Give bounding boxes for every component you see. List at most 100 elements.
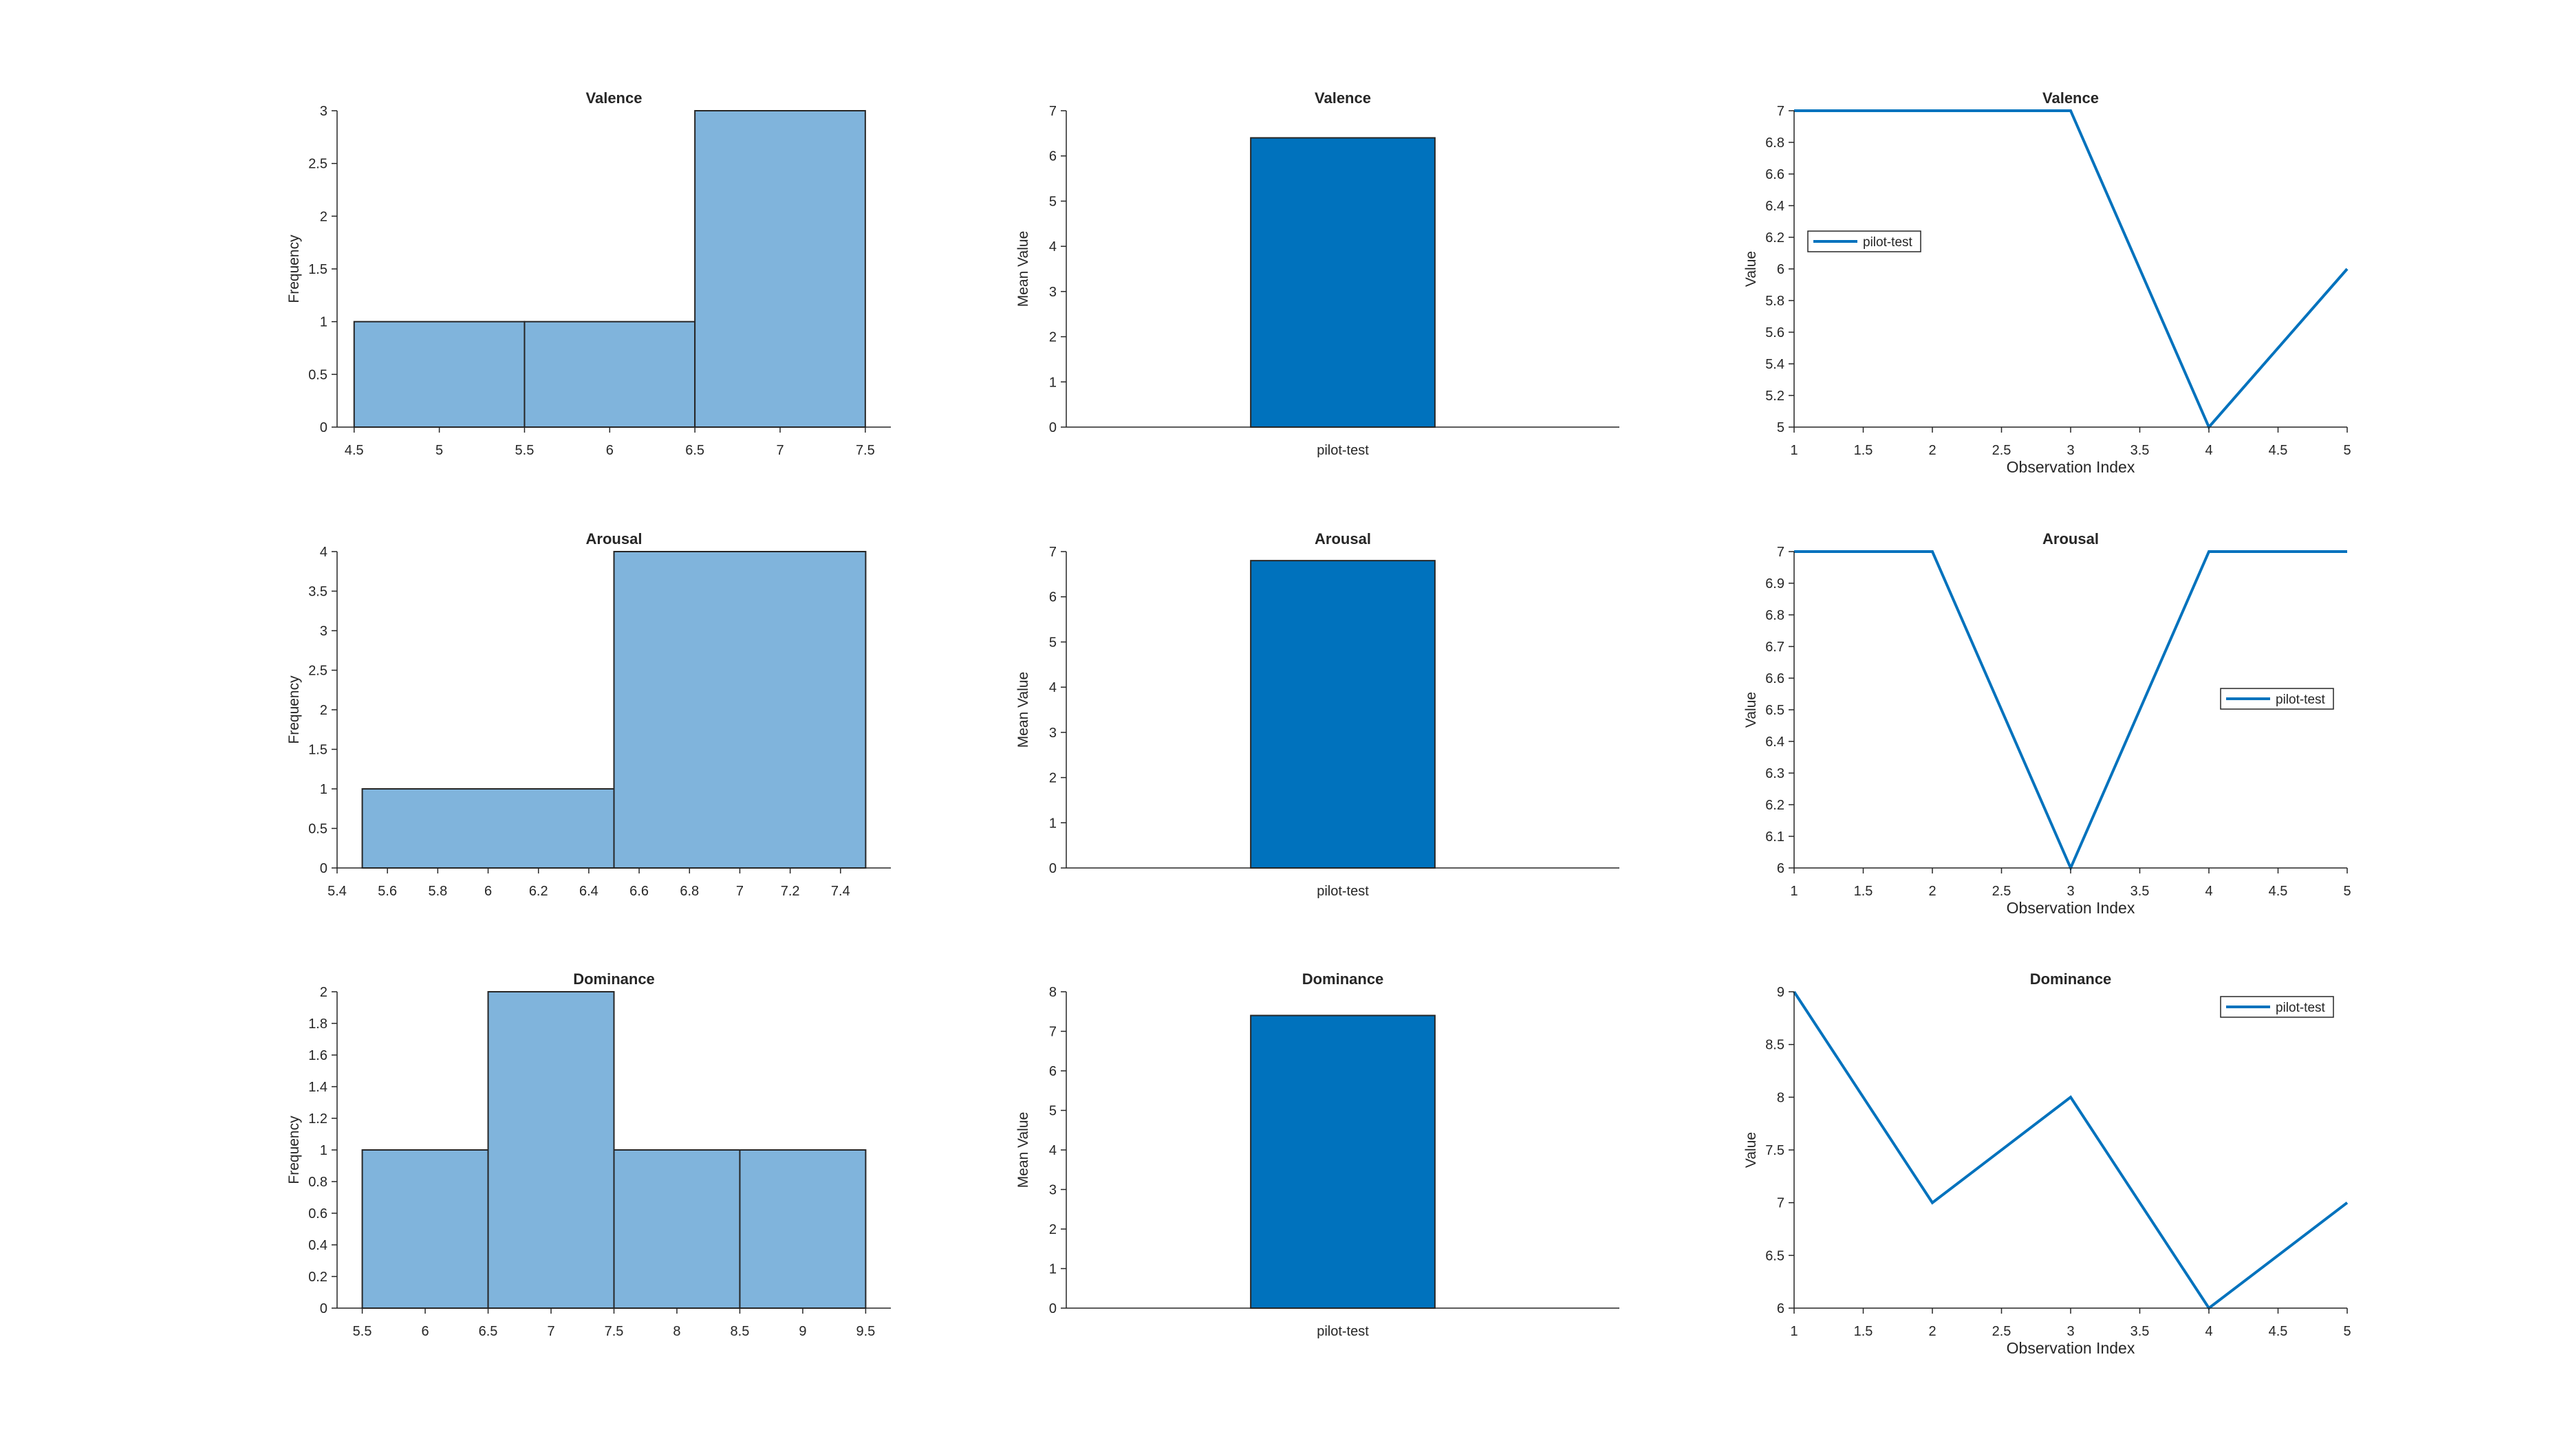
y-axis-label: Value <box>1743 692 1759 728</box>
y-tick-label: 3.5 <box>308 585 327 600</box>
y-tick-label: 7 <box>1777 1196 1784 1211</box>
chart-title: Valence <box>2042 89 2099 107</box>
legend-box <box>2220 688 2334 710</box>
x-tick-label: 3 <box>2067 884 2074 899</box>
y-axis-label: Frequency <box>286 1116 302 1184</box>
y-tick-label: 1.2 <box>308 1111 327 1127</box>
y-tick-label: 3 <box>320 624 327 639</box>
x-tick-label: 1.5 <box>1854 443 1873 458</box>
x-tick-label: 7.5 <box>856 443 875 458</box>
category-tick-label: pilot-test <box>1317 443 1369 458</box>
y-tick-label: 1.6 <box>308 1048 327 1063</box>
y-tick-label: 3 <box>1049 726 1057 741</box>
x-tick-label: 4 <box>2205 443 2212 458</box>
x-tick-label: 5 <box>2343 443 2351 458</box>
x-tick-label: 5.5 <box>515 443 535 458</box>
y-tick-label: 7 <box>1049 545 1057 560</box>
x-tick-label: 7 <box>776 443 784 458</box>
x-tick-label: 6.5 <box>685 443 704 458</box>
subplot-8: 6 6.5 7 7.5 8 8.5 9 1 1.5 2 2.5 3 3.5 4 4.5 5 Dominance V… <box>1743 970 2351 1357</box>
y-tick-label: 6 <box>1049 1064 1057 1079</box>
y-tick-label: 1 <box>1049 375 1057 390</box>
x-tick-label: 7.4 <box>831 884 850 899</box>
y-tick-label: 9 <box>1777 985 1784 1000</box>
y-tick-label: 0.8 <box>308 1175 327 1190</box>
x-tick-label: 6.8 <box>680 884 699 899</box>
subplot-3: 0 0.5 1 1.5 2 2.5 3 3.5 4 5.4 5.6 5.8 6 6.2 6.4 6.6 6.8 7… <box>286 530 891 899</box>
y-tick-label: 2 <box>1049 771 1057 786</box>
histogram-bar <box>353 320 526 428</box>
y-tick-label: 6 <box>1049 149 1057 164</box>
histogram-bar <box>487 991 615 1309</box>
y-tick-label: 7.5 <box>1765 1143 1784 1158</box>
y-tick-label: 0 <box>1049 861 1057 876</box>
x-tick-label: 7 <box>736 884 744 899</box>
y-tick-label: 0.5 <box>308 367 327 382</box>
y-tick-label: 6.6 <box>1765 671 1784 686</box>
y-tick-label: 6.2 <box>1765 230 1784 246</box>
x-tick-label: 2.5 <box>1992 1324 2011 1339</box>
subplot-7: pilot-test 0 1 2 3 4 5 6 7 8 Dominance Mean Value <box>1015 970 1619 1339</box>
x-tick-label: 3.5 <box>2130 1324 2150 1339</box>
y-tick-label: 0 <box>320 861 327 876</box>
y-tick-label: 7 <box>1049 104 1057 119</box>
y-tick-label: 2 <box>320 985 327 1000</box>
legend-label: pilot-test <box>1863 235 1913 250</box>
x-tick-label: 6 <box>606 443 614 458</box>
mean-bar <box>1250 1014 1436 1309</box>
legend: pilot-test <box>2220 996 2334 1018</box>
x-axis-label: Observation Index <box>2007 899 2135 917</box>
y-tick-label: 4 <box>320 545 327 560</box>
y-tick-label: 1 <box>320 1143 327 1158</box>
y-tick-label: 5.4 <box>1765 357 1784 372</box>
subplot-0: 0 0.5 1 1.5 2 2.5 3 4.5 5 5.5 6 6.5 7 7.5 Valence Frequ… <box>286 89 891 458</box>
y-tick-label: 2 <box>320 209 327 224</box>
x-tick-label: 5.4 <box>327 884 347 899</box>
y-tick-label: 4 <box>1049 1143 1057 1158</box>
y-tick-label: 8.5 <box>1765 1038 1784 1053</box>
y-axis-label: Frequency <box>286 235 302 303</box>
histogram-bar <box>361 1149 489 1309</box>
x-tick-label: 2 <box>1928 884 1936 899</box>
x-tick-label: 7.2 <box>781 884 800 899</box>
category-tick-label: pilot-test <box>1317 884 1369 899</box>
x-tick-label: 1 <box>1790 443 1798 458</box>
y-tick-label: 0.2 <box>308 1270 327 1285</box>
y-tick-label: 6.3 <box>1765 766 1784 781</box>
x-tick-label: 7.5 <box>605 1324 624 1339</box>
y-tick-label: 7 <box>1049 1025 1057 1040</box>
y-tick-label: 2.5 <box>308 157 327 172</box>
y-tick-label: 1 <box>1049 1262 1057 1277</box>
y-tick-label: 6 <box>1777 861 1784 876</box>
x-tick-label: 4 <box>2205 884 2212 899</box>
chart-title: Valence <box>1315 89 1371 107</box>
y-tick-label: 1 <box>320 782 327 797</box>
y-tick-label: 0.5 <box>308 822 327 837</box>
histogram-bar <box>613 551 867 869</box>
chart-title: Valence <box>586 89 643 107</box>
legend: pilot-test <box>2220 688 2334 710</box>
y-axis-label: Mean Value <box>1015 231 1031 307</box>
y-tick-label: 6.6 <box>1765 167 1784 182</box>
x-axis-label: Observation Index <box>2007 1339 2135 1357</box>
y-tick-label: 6.4 <box>1765 735 1784 750</box>
y-tick-label: 5 <box>1049 1104 1057 1119</box>
y-tick-label: 6.1 <box>1765 829 1784 845</box>
legend: pilot-test <box>1807 230 1921 252</box>
mean-bar <box>1250 137 1436 428</box>
x-tick-label: 2 <box>1928 443 1936 458</box>
chart-title: Arousal <box>1315 530 1371 547</box>
y-tick-label: 5.2 <box>1765 389 1784 404</box>
y-tick-label: 1 <box>320 315 327 330</box>
y-tick-label: 6.9 <box>1765 576 1784 591</box>
y-tick-label: 2 <box>320 703 327 718</box>
x-tick-label: 6.6 <box>629 884 649 899</box>
y-tick-label: 6.5 <box>1765 703 1784 718</box>
y-tick-label: 0.6 <box>308 1206 327 1221</box>
y-tick-label: 2 <box>1049 330 1057 345</box>
subplot-2: 5 5.2 5.4 5.6 5.8 6 6.2 6.4 6.6 6.8 7 1 1.5 2 2.5 3 3.5 4… <box>1743 89 2351 476</box>
y-tick-label: 1.8 <box>308 1017 327 1032</box>
x-tick-label: 2.5 <box>1992 443 2011 458</box>
y-tick-label: 0 <box>1049 420 1057 435</box>
chart-title: Arousal <box>586 530 643 547</box>
